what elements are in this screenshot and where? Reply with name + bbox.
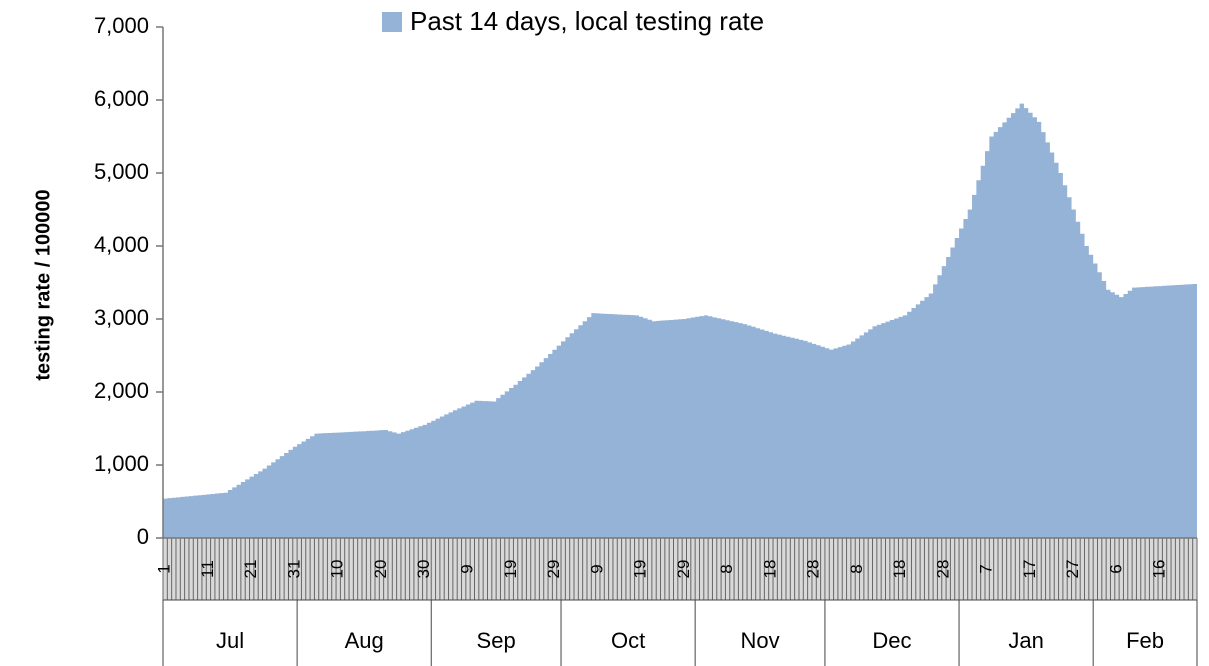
x-tick-label: 27 — [1063, 560, 1082, 579]
y-axis-label: testing rate / 100000 — [32, 189, 54, 380]
month-label: Jul — [216, 628, 244, 653]
y-tick-label: 4,000 — [94, 232, 149, 257]
x-tick-label: 1 — [155, 564, 174, 573]
x-tick-label: 20 — [371, 560, 390, 579]
x-tick-label: 17 — [1020, 560, 1039, 579]
y-tick-label: 7,000 — [94, 13, 149, 38]
x-tick-label: 19 — [501, 560, 520, 579]
x-tick-label: 29 — [674, 560, 693, 579]
y-tick-label: 2,000 — [94, 378, 149, 403]
y-tick-label: 0 — [137, 524, 149, 549]
x-tick-label: 18 — [890, 560, 909, 579]
x-tick-label: 9 — [587, 564, 606, 573]
y-tick-label: 5,000 — [94, 159, 149, 184]
x-tick-label: 7 — [977, 564, 996, 573]
x-tick-label: 10 — [328, 560, 347, 579]
x-tick-label: 8 — [847, 564, 866, 573]
month-label: Oct — [611, 628, 645, 653]
x-tick-label: 28 — [933, 560, 952, 579]
x-tick-label: 19 — [631, 560, 650, 579]
x-tick-label: 29 — [544, 560, 563, 579]
legend-swatch — [382, 12, 402, 32]
x-tick-label: 28 — [804, 560, 823, 579]
x-tick-label: 6 — [1106, 564, 1125, 573]
y-tick-label: 1,000 — [94, 451, 149, 476]
x-tick-label: 11 — [198, 560, 217, 578]
month-label: Aug — [345, 628, 384, 653]
month-label: Sep — [477, 628, 516, 653]
y-tick-label: 6,000 — [94, 86, 149, 111]
month-label: Feb — [1126, 628, 1164, 653]
x-tick-label: 8 — [717, 564, 736, 573]
legend-label: Past 14 days, local testing rate — [410, 6, 764, 36]
x-tick-label: 18 — [760, 560, 779, 579]
x-axis-band — [163, 538, 1197, 600]
x-tick-label: 21 — [241, 560, 260, 579]
month-label: Dec — [872, 628, 911, 653]
month-label: Jan — [1008, 628, 1043, 653]
area — [163, 103, 1197, 539]
x-tick-label: 16 — [1150, 560, 1169, 579]
x-tick-label: 30 — [414, 560, 433, 579]
month-label: Nov — [740, 628, 779, 653]
y-tick-label: 3,000 — [94, 305, 149, 330]
x-tick-label: 9 — [457, 564, 476, 573]
x-tick-label: 31 — [284, 560, 303, 579]
